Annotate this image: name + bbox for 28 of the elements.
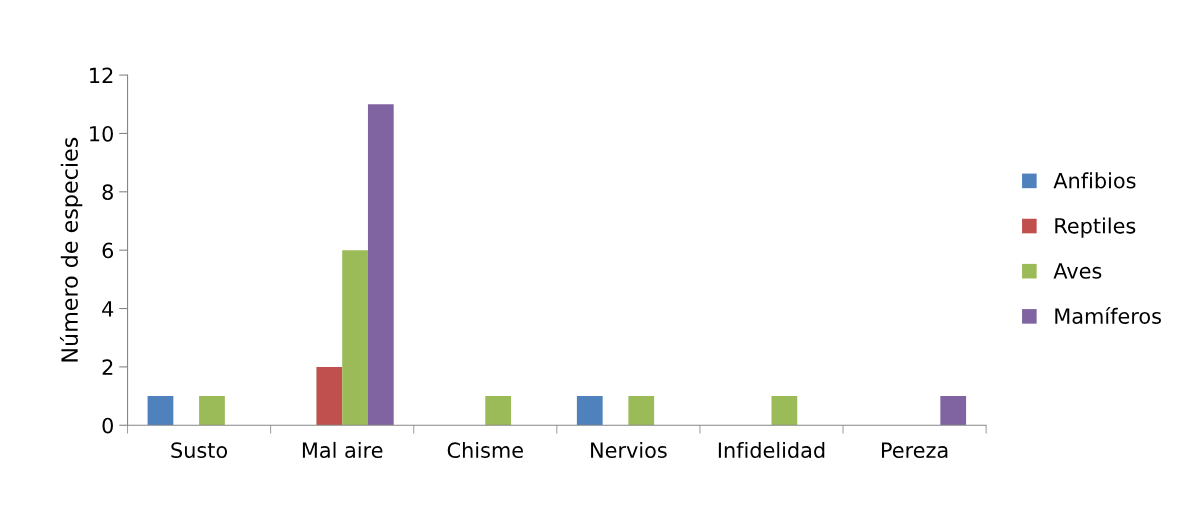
bar — [485, 396, 512, 426]
bar — [199, 396, 225, 426]
bar — [316, 366, 343, 426]
x-tick-label: Susto — [171, 442, 228, 459]
y-tick-label: 8 — [102, 184, 113, 201]
y-tick-label: 10 — [90, 125, 113, 142]
bar — [940, 396, 967, 426]
y-tick-label: 0 — [102, 417, 113, 434]
x-tick-label: Chisme — [447, 441, 523, 459]
legend-label: Mamíferos — [1055, 306, 1161, 324]
legend-label: Aves — [1053, 263, 1102, 279]
x-tick-label: Pereza — [882, 442, 948, 459]
legend-label: Anfibios — [1053, 172, 1136, 189]
bar — [628, 396, 655, 426]
y-tick-label: 6 — [102, 242, 114, 259]
y-tick-label: 4 — [102, 301, 114, 317]
bar — [342, 250, 368, 426]
x-tick-label: Infidelidad — [718, 441, 825, 459]
bar — [147, 396, 174, 426]
bar — [771, 396, 798, 426]
bar — [576, 396, 603, 426]
y-tick-label: 12 — [90, 67, 113, 83]
y-tick-label: 2 — [102, 359, 113, 375]
bar — [367, 104, 394, 426]
y-axis-title: Número de especies — [59, 137, 83, 362]
x-tick-label: Nervios — [591, 441, 667, 459]
x-tick-label: Mal aire — [302, 441, 383, 459]
legend-label: Reptiles — [1055, 217, 1136, 238]
